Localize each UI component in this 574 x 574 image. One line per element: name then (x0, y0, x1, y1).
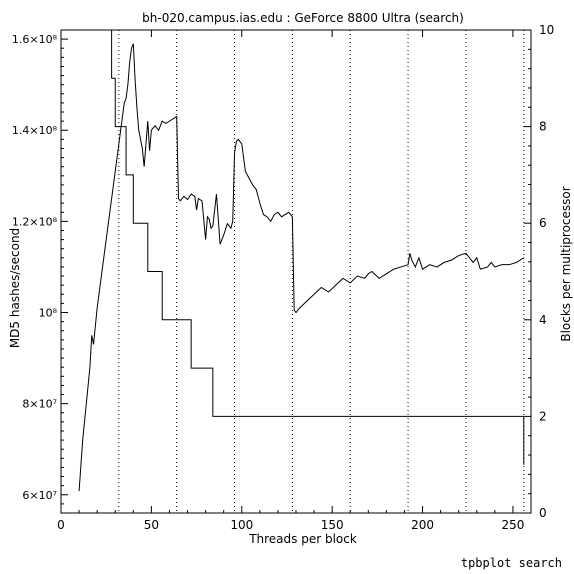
y-right-tick-label: 10 (539, 23, 554, 37)
y-axis-right-label: Blocks per multiprocessor (559, 186, 573, 341)
x-tick-label: 150 (321, 518, 344, 532)
x-axis-label: Threads per block (248, 532, 357, 546)
y-right-tick-label: 0 (539, 506, 547, 520)
y-left-tick-label: 6×10⁷ (22, 489, 57, 502)
x-tick-label: 100 (230, 518, 253, 532)
x-axis: 0 50 100 150 200 250 (57, 30, 524, 532)
chart-title: bh-020.campus.ias.edu : GeForce 8800 Ult… (142, 11, 464, 25)
y-right-tick-label: 4 (539, 313, 547, 327)
y-axis-left: 6×10⁷ 8×10⁷ 10⁸ 1.2×10⁸ 1.4×10⁸ 1.6×10⁸ (12, 33, 68, 505)
y-right-tick-label: 6 (539, 216, 547, 230)
y-axis-left-label: MD5 hashes/second (8, 228, 22, 348)
vertical-gridlines (118, 30, 525, 513)
blocks-per-multiprocessor-line (104, 30, 525, 465)
footer-caption: tpbplot search (460, 556, 562, 570)
y-right-tick-label: 8 (539, 120, 547, 134)
plot-frame (60, 29, 532, 514)
y-axis-right: 0 2 4 6 8 10 (524, 23, 554, 520)
y-left-tick-label: 10⁸ (39, 307, 58, 320)
x-tick-label: 50 (144, 518, 159, 532)
y-left-tick-label: 1.6×10⁸ (12, 33, 58, 46)
x-tick-label: 250 (501, 518, 524, 532)
y-left-tick-label: 1.4×10⁸ (12, 124, 58, 137)
y-left-tick-label: 1.2×10⁸ (12, 215, 58, 228)
x-tick-label: 200 (411, 518, 434, 532)
md5-hash-rate-line (78, 43, 525, 492)
series-layer (78, 30, 525, 492)
x-tick-label: 0 (57, 518, 65, 532)
y-right-tick-label: 2 (539, 409, 547, 423)
y-left-tick-label: 8×10⁷ (22, 398, 57, 411)
